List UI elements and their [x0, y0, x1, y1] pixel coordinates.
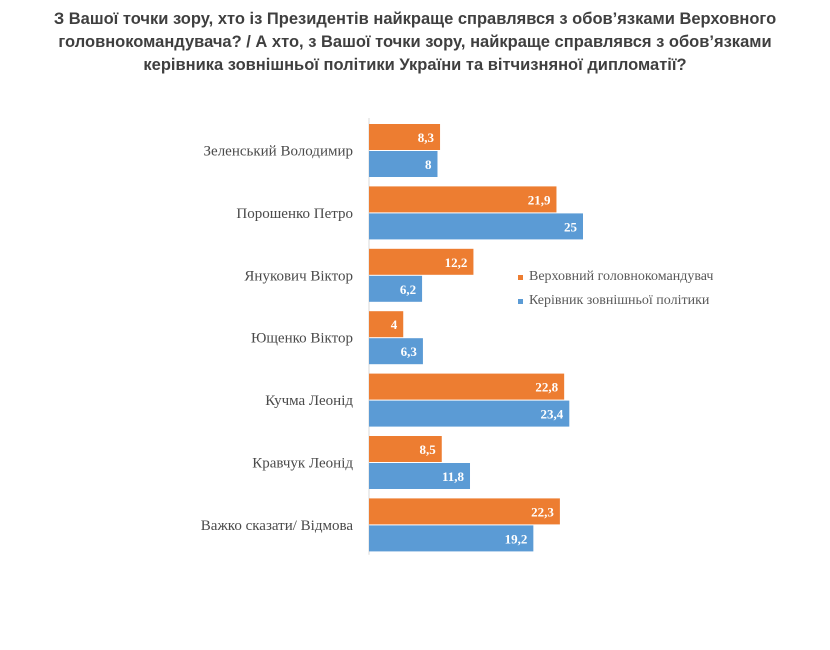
category-label: Кравчук Леонід [252, 456, 353, 472]
bar-series1 [369, 373, 565, 400]
legend-label-series2: Керівник зовнішньої політики [529, 293, 710, 308]
legend-item-series1: Верховний головнокомандувач [518, 268, 718, 286]
legend-swatch-series2 [518, 299, 523, 304]
data-label: 22,8 [535, 380, 558, 395]
data-label: 12,2 [445, 255, 468, 270]
category-label: Важко сказати/ Відмова [201, 518, 354, 534]
bar-series1 [369, 248, 474, 275]
title-line-2: головнокомандувача? / А хто, з Вашої точ… [58, 33, 772, 51]
data-label: 25 [564, 219, 578, 234]
category-label: Зеленський Володимир [204, 144, 353, 160]
data-label: 19,2 [505, 531, 528, 546]
legend-item-series2: Керівник зовнішньої політики [518, 292, 718, 310]
title-line-3: керівника зовнішньої політики України та… [143, 56, 687, 74]
data-label: 8 [425, 157, 432, 172]
chart-title: З Вашої точки зору, хто із Президентів н… [20, 8, 810, 77]
data-label: 23,4 [541, 407, 564, 422]
category-label: Янукович Віктор [244, 268, 353, 284]
data-label: 8,5 [420, 442, 437, 457]
bar-series1 [369, 124, 441, 150]
bar-series2 [369, 338, 423, 365]
data-label: 22,3 [531, 504, 554, 519]
bar-series2 [369, 400, 570, 427]
bar-series2 [369, 525, 534, 552]
legend-swatch-series1 [518, 275, 523, 280]
bar-series1 [369, 311, 404, 338]
category-label: Ющенко Віктор [251, 331, 353, 347]
bar-series1 [369, 436, 442, 462]
data-label: 6,3 [401, 344, 418, 359]
legend: Верховний головнокомандувач Керівник зов… [518, 268, 718, 316]
title-line-1: З Вашої точки зору, хто із Президентів н… [53, 10, 777, 28]
bar-series2 [369, 463, 471, 489]
bar-series2 [369, 213, 583, 240]
bar-series1 [369, 498, 560, 525]
category-label: Порошенко Петро [236, 206, 353, 222]
data-label: 4 [391, 317, 398, 332]
bar-series2 [369, 151, 438, 177]
legend-label-series1: Верховний головнокомандувач [529, 269, 714, 284]
data-label: 6,2 [400, 282, 416, 297]
data-label: 11,8 [442, 469, 465, 484]
data-label: 8,3 [418, 130, 435, 145]
bar-series1 [369, 186, 557, 213]
bar-series2 [369, 275, 423, 302]
data-label: 21,9 [528, 192, 551, 207]
category-label: Кучма Леонід [265, 393, 353, 409]
